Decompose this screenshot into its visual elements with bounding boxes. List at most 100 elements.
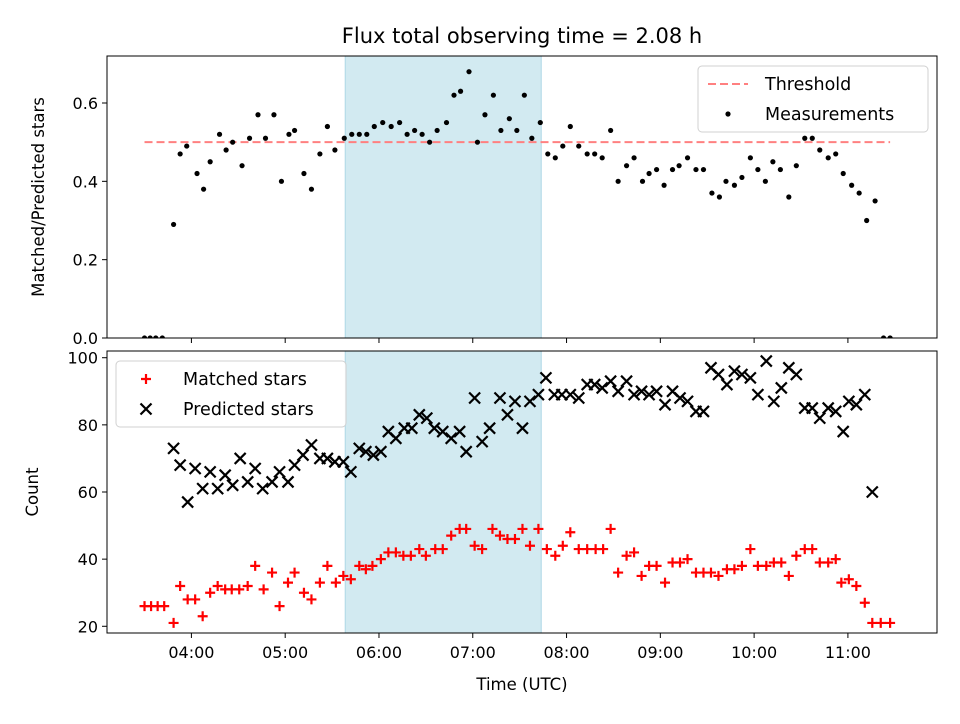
x-tick-label: 04:00 bbox=[168, 643, 214, 662]
measurements-point bbox=[731, 182, 738, 188]
matched-stars-point bbox=[651, 560, 662, 571]
predicted-stars-point bbox=[273, 465, 286, 479]
matched-stars-point bbox=[469, 540, 480, 551]
measurements-point bbox=[397, 119, 403, 126]
matched-stars-point bbox=[437, 544, 448, 555]
measurements-point bbox=[506, 116, 512, 122]
matched-stars-point bbox=[605, 523, 616, 534]
predicted-stars-point bbox=[344, 465, 358, 479]
measurements-point bbox=[887, 335, 893, 338]
predicted-stars-point bbox=[367, 448, 380, 462]
measurements-point bbox=[457, 88, 464, 94]
measurements-point bbox=[388, 123, 394, 130]
matched-stars-point bbox=[267, 567, 278, 578]
measurements-point bbox=[576, 143, 582, 149]
matched-stars-point bbox=[494, 530, 505, 541]
measurements-point bbox=[809, 135, 815, 141]
measurements-point bbox=[817, 147, 823, 153]
predicted-stars-point bbox=[813, 411, 827, 425]
predicted-stars-point bbox=[523, 395, 537, 408]
matched-stars-point bbox=[190, 594, 201, 605]
measurements-point bbox=[498, 127, 504, 134]
predicted-stars-point bbox=[829, 405, 842, 418]
x-tick-label: 07:00 bbox=[450, 643, 496, 662]
predicted-stars-point bbox=[337, 455, 350, 469]
legend-predicted-stars-swatch bbox=[139, 402, 153, 416]
measurements-point bbox=[840, 170, 846, 177]
measurements-point bbox=[216, 131, 223, 137]
predicted-stars-point bbox=[821, 401, 835, 415]
predicted-stars-point bbox=[588, 378, 601, 391]
predicted-stars-point bbox=[642, 388, 656, 401]
predicted-stars-point bbox=[858, 388, 872, 401]
y-tick-label: 60 bbox=[78, 483, 98, 502]
matched-stars-point bbox=[375, 554, 386, 565]
x-tick-label: 11:00 bbox=[825, 643, 871, 662]
predicted-stars-point bbox=[532, 388, 545, 401]
predicted-stars-point bbox=[516, 421, 529, 435]
measurements-point bbox=[308, 186, 315, 192]
count-panel: 20 40 60 80 100 04:00 05:00 06:00 07:00 08:00 09:0… bbox=[67, 349, 938, 662]
predicted-stars-point bbox=[305, 438, 318, 452]
measurements-point bbox=[371, 123, 377, 130]
measurements-point bbox=[864, 217, 870, 224]
measurements-point bbox=[592, 151, 598, 157]
matched-stars-point bbox=[636, 570, 647, 581]
predicted-stars-point bbox=[627, 388, 641, 401]
matched-stars-point bbox=[541, 544, 552, 555]
legend-threshold-label: Threshold bbox=[764, 75, 851, 95]
measurements-point bbox=[646, 170, 652, 177]
predicted-stars-point bbox=[241, 475, 254, 489]
measurements-point bbox=[514, 127, 520, 134]
measurements-point bbox=[380, 119, 386, 126]
predicted-stars-point bbox=[233, 452, 247, 465]
predicted-stars-point bbox=[296, 448, 310, 462]
matched-stars-point bbox=[367, 560, 378, 571]
predicted-stars-point bbox=[248, 462, 262, 475]
measurements-point bbox=[239, 163, 245, 169]
matched-stars-point bbox=[322, 560, 333, 571]
predicted-stars-point bbox=[760, 354, 773, 368]
measurements-point bbox=[802, 135, 808, 141]
measurements-point bbox=[412, 127, 418, 134]
predicted-stars-point bbox=[635, 385, 648, 398]
matched-stars-point bbox=[745, 544, 756, 555]
matched-stars-point bbox=[477, 544, 488, 555]
predicted-stars-point bbox=[389, 432, 403, 445]
matched-stars-point bbox=[338, 570, 349, 581]
measurements-point bbox=[490, 92, 496, 98]
measurements-point bbox=[466, 69, 472, 75]
predicted-stars-point bbox=[501, 408, 514, 422]
predicted-stars-point bbox=[188, 462, 202, 475]
predicted-stars-point bbox=[751, 388, 765, 401]
x-axis-label: Time (UTC) bbox=[475, 675, 567, 694]
predicted-stars-point bbox=[196, 482, 209, 495]
legend-predicted-stars-label: Predicted stars bbox=[183, 400, 314, 420]
measurements-point bbox=[451, 92, 457, 98]
predicted-stars-point bbox=[611, 385, 625, 398]
predicted-stars-point bbox=[493, 391, 507, 405]
predicted-stars-point bbox=[681, 395, 694, 408]
measurements-point bbox=[709, 190, 715, 196]
matched-stars-point bbox=[573, 544, 584, 555]
matched-stars-point bbox=[823, 557, 834, 568]
measurements-point bbox=[739, 174, 745, 181]
matched-stars-point bbox=[705, 567, 716, 578]
matched-stars-point bbox=[621, 550, 632, 561]
measurements-point bbox=[786, 194, 792, 200]
measurements-point bbox=[770, 159, 776, 165]
matched-stars-point bbox=[752, 560, 763, 571]
matched-stars-point bbox=[354, 560, 365, 571]
y-tick-label: 0.0 bbox=[73, 329, 98, 348]
predicted-stars-point bbox=[359, 445, 373, 458]
y-tick-label: 0.2 bbox=[73, 251, 98, 270]
measurements-point bbox=[762, 178, 768, 184]
predicted-stars-point bbox=[413, 408, 426, 422]
predicted-stars-point bbox=[453, 425, 466, 438]
matched-stars-point bbox=[867, 617, 878, 628]
measurements-point bbox=[599, 155, 605, 161]
measurements-point bbox=[356, 131, 362, 137]
measurements-point bbox=[623, 163, 630, 169]
measurements-point bbox=[404, 131, 410, 137]
